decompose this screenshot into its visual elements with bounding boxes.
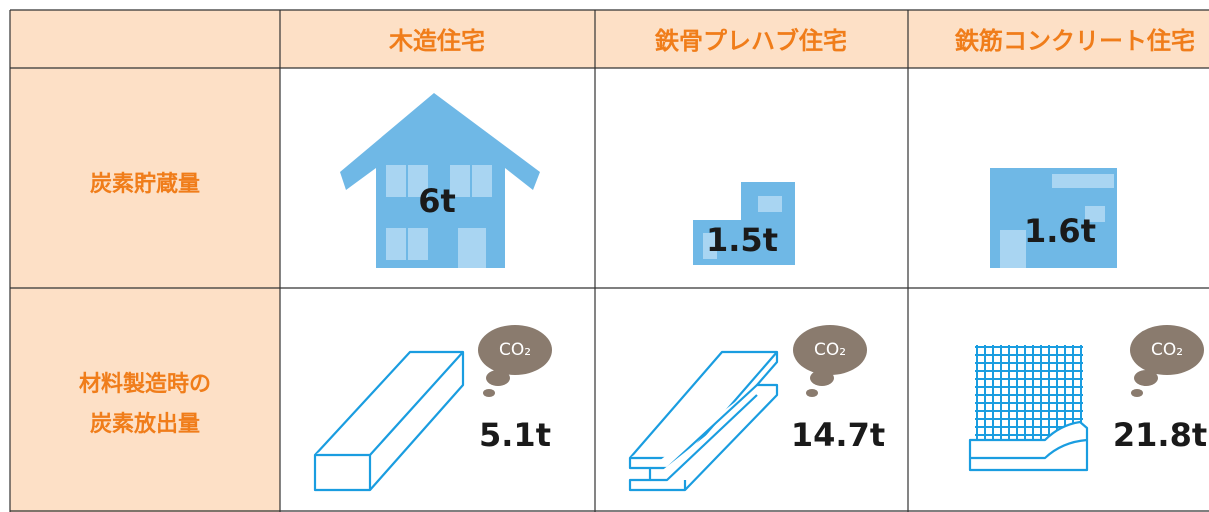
co2-bubble [1130, 325, 1204, 397]
table-grid [9, 9, 1209, 512]
column-header: 鉄骨プレハブ住宅 [654, 27, 847, 55]
cell-value: 5.1t [479, 416, 551, 454]
co2-label: CO₂ [499, 340, 531, 360]
concrete-house-icon [990, 168, 1117, 268]
column-header: 鉄筋コンクリート住宅 [954, 27, 1195, 55]
row-label: 炭素放出量 [90, 411, 200, 437]
co2-label: CO₂ [1151, 340, 1183, 360]
steel-beam-icon [628, 350, 779, 492]
co2-label: CO₂ [814, 340, 846, 360]
co2-bubble [793, 325, 867, 397]
row-label: 炭素貯蔵量 [90, 171, 200, 197]
label-column-bg [10, 68, 280, 512]
cell-value: 1.6t [1024, 212, 1096, 250]
row-label: 材料製造時の [79, 371, 211, 397]
timber-beam-icon [313, 350, 465, 492]
concrete-slab-icon [968, 420, 1089, 472]
cell-value: 14.7t [791, 416, 885, 454]
prefab-house-icon [693, 182, 795, 265]
cell-value: 6t [418, 182, 456, 220]
column-header: 木造住宅 [388, 27, 485, 55]
wooden-house-icon [340, 93, 540, 268]
cell-value: 1.5t [706, 221, 778, 259]
co2-bubble [478, 325, 552, 397]
cell-value: 21.8t [1113, 416, 1207, 454]
header-row-bg [10, 10, 1209, 68]
